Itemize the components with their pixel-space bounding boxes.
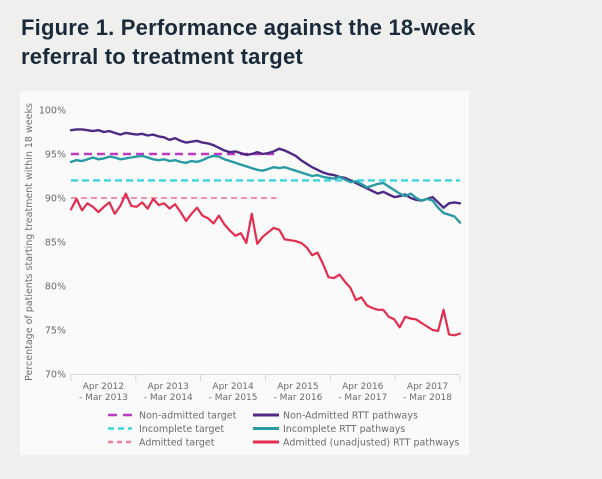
series-line bbox=[69, 128, 462, 209]
legend-label: Non-admitted target bbox=[139, 411, 237, 422]
y-tick-label: 85% bbox=[45, 238, 66, 249]
x-tick-label: Apr 2017- Mar 2018 bbox=[403, 382, 452, 403]
y-tick-label: 90% bbox=[45, 194, 66, 205]
x-tick-label: Apr 2016- Mar 2017 bbox=[338, 382, 387, 403]
y-tick-label: 95% bbox=[45, 150, 66, 161]
y-tick-label: 80% bbox=[45, 282, 66, 293]
y-tick-label: 75% bbox=[45, 326, 66, 337]
legend-label: Admitted target bbox=[139, 438, 215, 449]
legend-label: Incomplete RTT pathways bbox=[283, 424, 405, 435]
x-tick-label: Apr 2015- Mar 2016 bbox=[273, 382, 322, 403]
series-line bbox=[69, 154, 462, 224]
chart-panel: Percentage of patients starting treatmen… bbox=[20, 91, 469, 455]
figure-title-line1: Figure 1. Performance against the 18-wee… bbox=[21, 15, 476, 40]
figure-title: Figure 1. Performance against the 18-wee… bbox=[21, 13, 581, 71]
chart-svg: Percentage of patients starting treatmen… bbox=[24, 103, 462, 449]
x-tick-label: Apr 2013- Mar 2014 bbox=[144, 382, 193, 403]
legend-label: Incomplete target bbox=[139, 424, 224, 435]
series-line bbox=[69, 192, 462, 337]
legend-label: Non-Admitted RTT pathways bbox=[283, 411, 418, 422]
y-tick-label: 100% bbox=[39, 106, 66, 117]
x-tick-label: Apr 2014- Mar 2015 bbox=[209, 382, 258, 403]
y-tick-label: 70% bbox=[45, 370, 66, 381]
figure-title-line2: referral to treatment target bbox=[21, 44, 303, 69]
legend-label: Admitted (unadjusted) RTT pathways bbox=[283, 438, 459, 449]
y-axis-title: Percentage of patients starting treatmen… bbox=[24, 103, 35, 381]
x-tick-label: Apr 2012- Mar 2013 bbox=[79, 382, 128, 403]
